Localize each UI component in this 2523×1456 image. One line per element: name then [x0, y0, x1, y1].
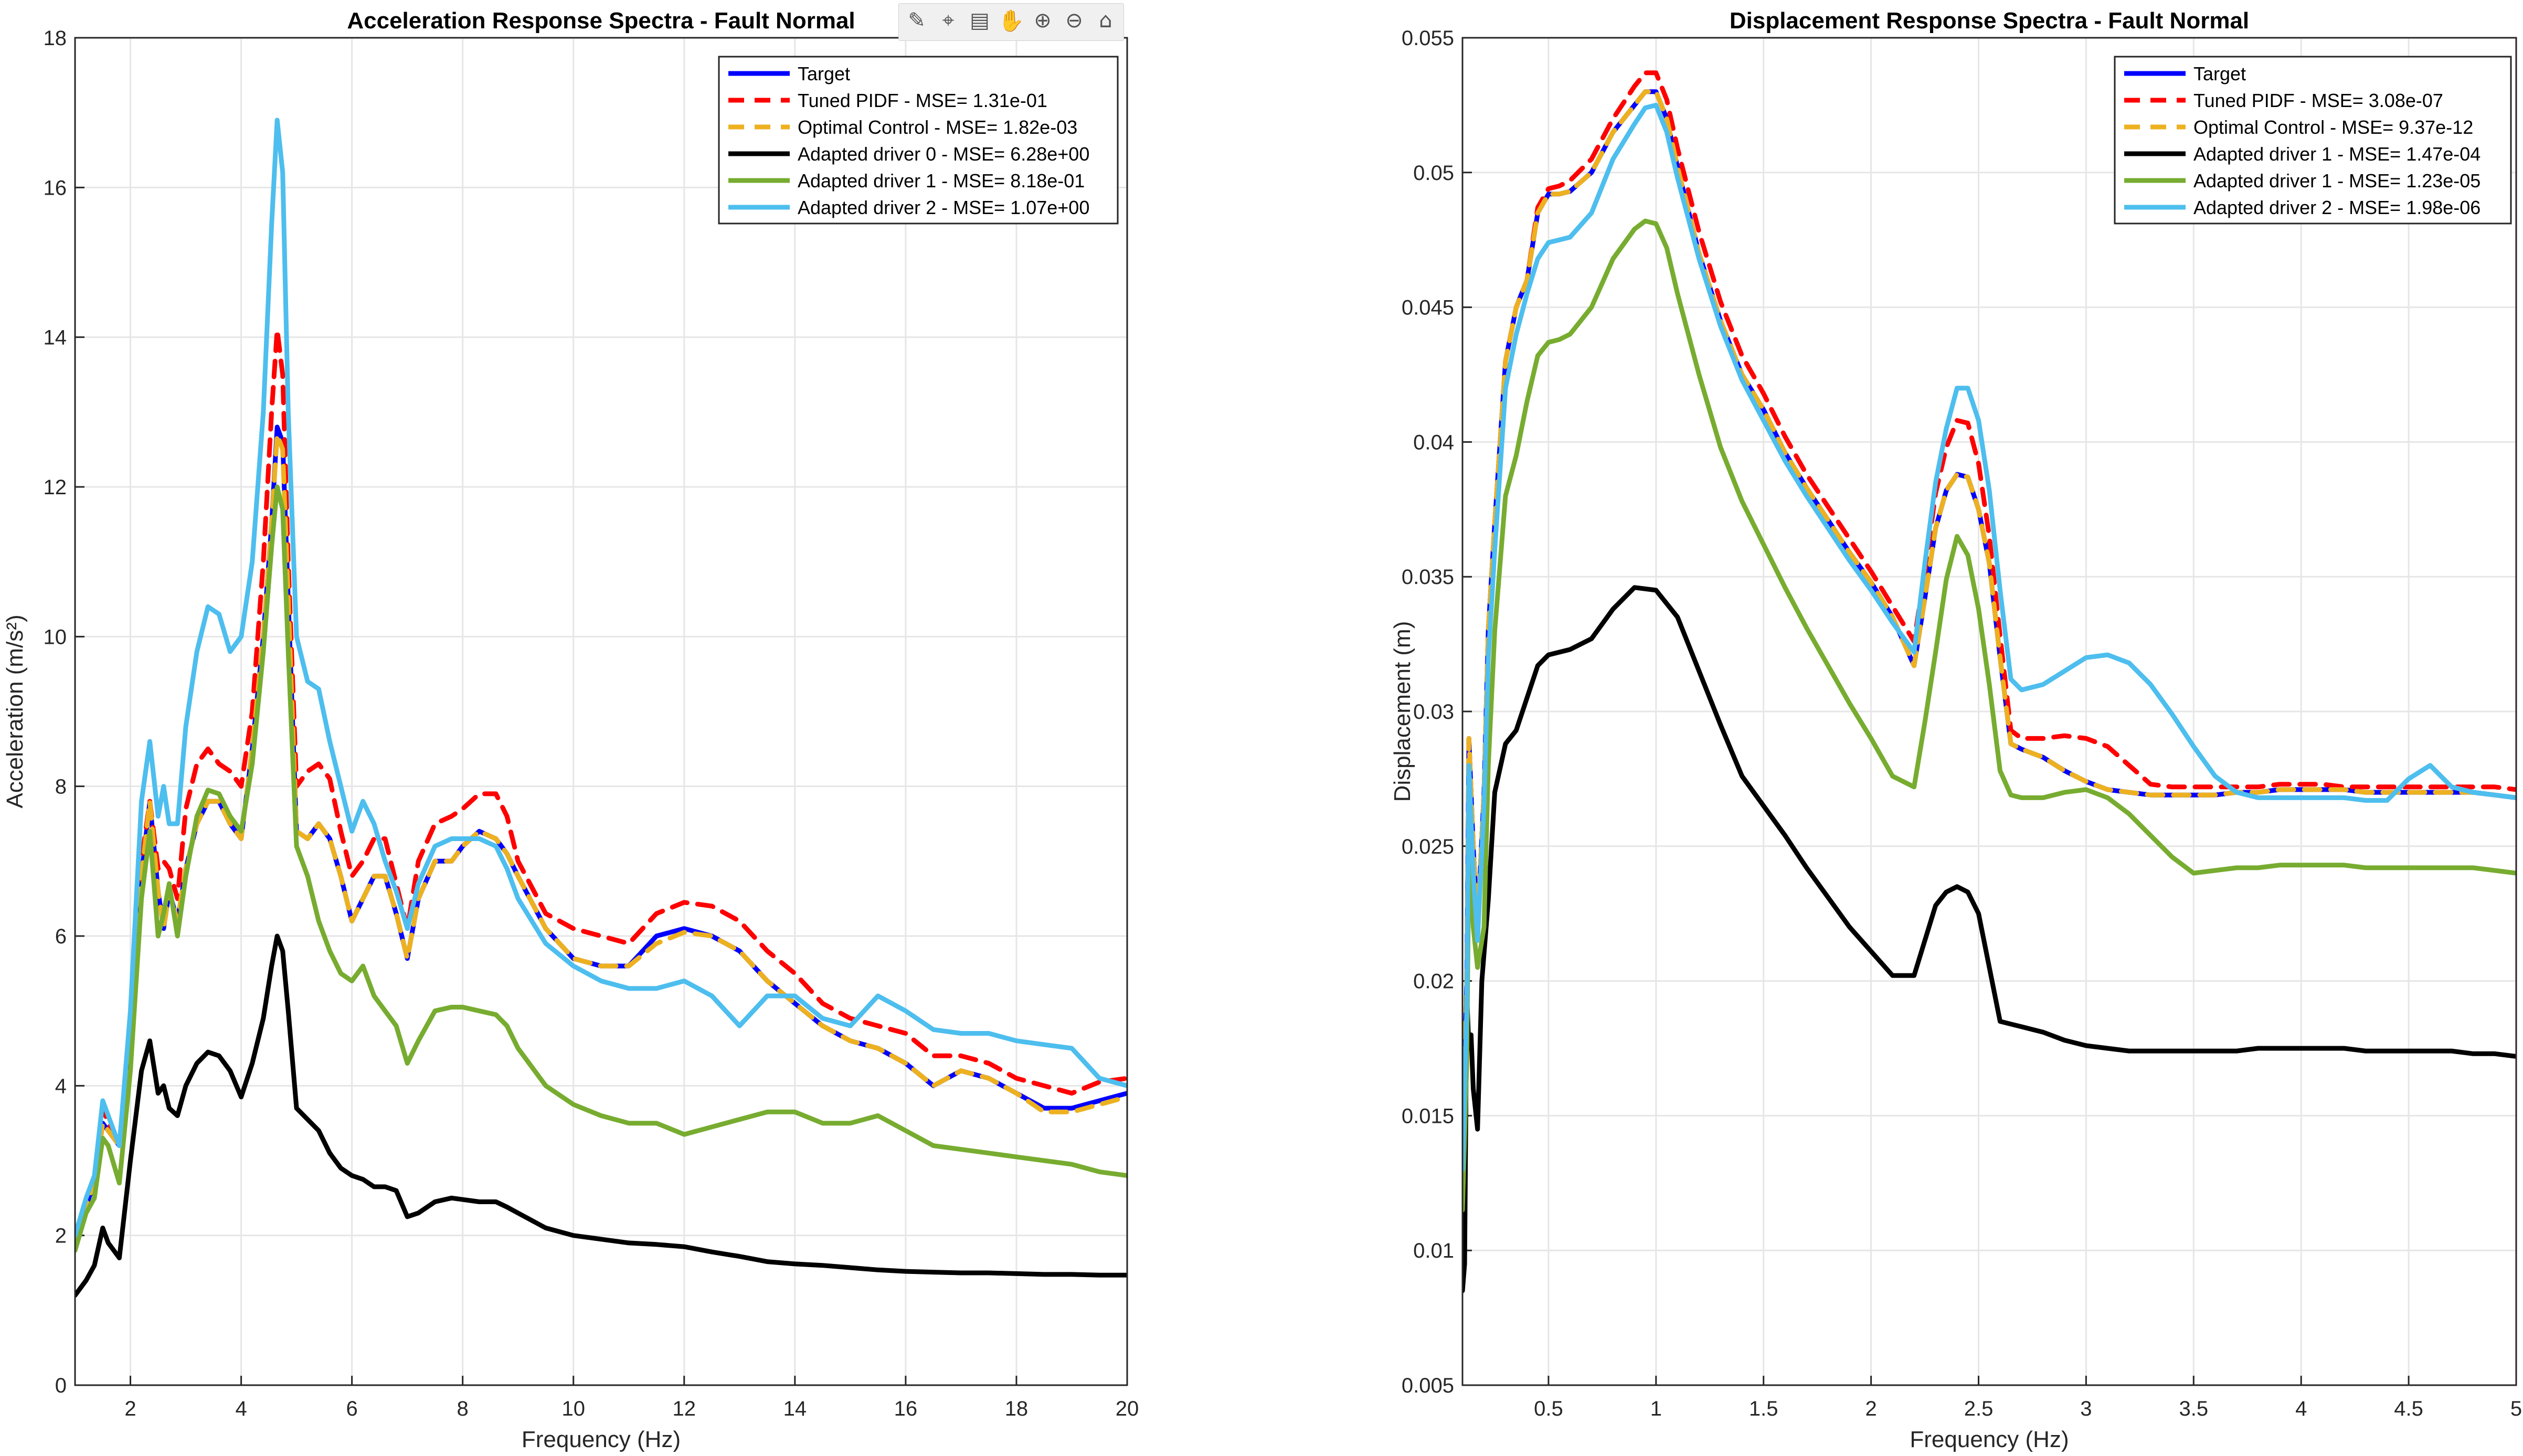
x-tick-label: 6	[346, 1397, 358, 1420]
acceleration-chart: 2 4 6 8 10 12 14 16 18 20 0 2 4 6 8 10 12 14 16 18 Accelerat…	[2, 8, 1139, 1452]
x-tick-label: 10	[561, 1397, 585, 1420]
x-tick-label: 0.5	[1534, 1397, 1563, 1420]
y-tick-label: 0.05	[1413, 162, 1454, 185]
series-line	[1462, 102, 2516, 1172]
y-tick-label: 0.005	[1402, 1374, 1454, 1397]
home-icon[interactable]: ⌂	[1099, 8, 1112, 33]
y-tick-label: 6	[55, 925, 67, 948]
y-tick-label: 0.055	[1402, 27, 1454, 50]
legend-label: Tuned PIDF - MSE= 1.31e-01	[798, 90, 1047, 111]
data-tips-icon[interactable]: ⌖	[942, 8, 955, 33]
y-tick-label: 0.02	[1413, 970, 1454, 993]
y-tick-label: 4	[55, 1075, 67, 1098]
x-tick-label: 18	[1005, 1397, 1029, 1420]
legend-label: Adapted driver 2 - MSE= 1.98e-06	[2193, 197, 2480, 218]
y-tick-label: 0.025	[1402, 835, 1454, 858]
y-tick-label: 16	[44, 176, 67, 199]
series-line	[1462, 70, 2516, 1145]
y-tick-label: 0.015	[1402, 1104, 1454, 1128]
legend-label: Adapted driver 0 - MSE= 6.28e+00	[798, 143, 1089, 165]
legend-box	[2114, 56, 2512, 225]
x-tick-label: 2.5	[1964, 1397, 1994, 1420]
x-tick-label: 16	[894, 1397, 918, 1420]
y-tick-label: 18	[44, 27, 67, 50]
x-tick-label: 4	[2295, 1397, 2307, 1420]
chart-title: Acceleration Response Spectra - Fault No…	[347, 8, 855, 34]
series-line	[1462, 585, 2516, 1293]
chart-title: Displacement Response Spectra - Fault No…	[1730, 8, 2249, 34]
x-tick-label: 8	[457, 1397, 469, 1420]
legend-label: Target	[798, 63, 850, 84]
y-tick-label: 14	[44, 326, 67, 349]
x-tick-label: 5	[2510, 1397, 2522, 1420]
y-tick-label: 0.03	[1413, 700, 1454, 724]
y-tick-label: 12	[44, 476, 67, 499]
axes-toolbar: ✎ ⌖ ▤ ✋ ⊕ ⊖ ⌂	[898, 3, 1124, 41]
x-axis-label: Frequency (Hz)	[522, 1427, 681, 1452]
x-tick-label: 1	[1650, 1397, 1662, 1420]
y-tick-label: 0.01	[1413, 1239, 1454, 1262]
x-tick-label: 20	[1116, 1397, 1139, 1420]
x-tick-label: 14	[783, 1397, 807, 1420]
x-tick-label: 4	[235, 1397, 247, 1420]
axes-box	[74, 37, 1128, 1386]
legend-label: Adapted driver 1 - MSE= 1.23e-05	[2193, 170, 2480, 192]
series-line	[75, 933, 1127, 1298]
legend-label: Target	[2193, 63, 2246, 84]
brush-icon[interactable]: ✎	[908, 8, 926, 33]
legend-label: Optimal Control - MSE= 9.37e-12	[2193, 116, 2473, 138]
y-tick-label: 10	[44, 625, 67, 649]
y-tick-label: 0.045	[1402, 296, 1454, 320]
x-tick-label: 12	[673, 1397, 696, 1420]
zoom-out-icon[interactable]: ⊖	[1065, 8, 1083, 33]
x-tick-label: 3.5	[2179, 1397, 2209, 1420]
legend-label: Optimal Control - MSE= 1.82e-03	[798, 116, 1077, 138]
x-axis-label: Frequency (Hz)	[1910, 1427, 2069, 1452]
axes-box	[1461, 37, 2517, 1386]
series-line	[1462, 89, 2516, 1145]
series-line	[75, 118, 1127, 1238]
x-tick-label: 4.5	[2394, 1397, 2423, 1420]
series-line	[75, 327, 1127, 1246]
legend-label: Tuned PIDF - MSE= 3.08e-07	[2193, 90, 2443, 111]
displacement-chart: 0.5 1 1.5 2 2.5 3 3.5 4 4.5 5 0.005 0.01 0.015 0.02 0.…	[1390, 8, 2522, 1452]
y-axis-label: Acceleration (m/s²)	[2, 614, 28, 808]
restore-view-icon[interactable]: ▤	[970, 8, 990, 33]
x-tick-label: 2	[124, 1397, 136, 1420]
x-tick-label: 3	[2080, 1397, 2092, 1420]
legend-label: Adapted driver 1 - MSE= 1.47e-04	[2193, 143, 2480, 165]
series-line	[75, 484, 1127, 1253]
pan-icon[interactable]: ✋	[998, 8, 1024, 33]
y-tick-label: 0.035	[1402, 566, 1454, 589]
plot-area	[75, 38, 1127, 1385]
legend-box	[718, 56, 1119, 225]
zoom-in-icon[interactable]: ⊕	[1034, 8, 1052, 33]
y-tick-label: 0	[55, 1374, 67, 1397]
x-tick-label: 2	[1865, 1397, 1877, 1420]
legend-label: Adapted driver 1 - MSE= 8.18e-01	[798, 170, 1085, 192]
y-tick-label: 8	[55, 775, 67, 799]
y-tick-label: 2	[55, 1225, 67, 1248]
legend-label: Adapted driver 2 - MSE= 1.07e+00	[798, 197, 1089, 218]
x-tick-label: 1.5	[1749, 1397, 1778, 1420]
series-line	[1462, 218, 2516, 1213]
y-tick-label: 0.04	[1413, 431, 1454, 454]
y-axis-label: Displacement (m)	[1390, 621, 1415, 802]
